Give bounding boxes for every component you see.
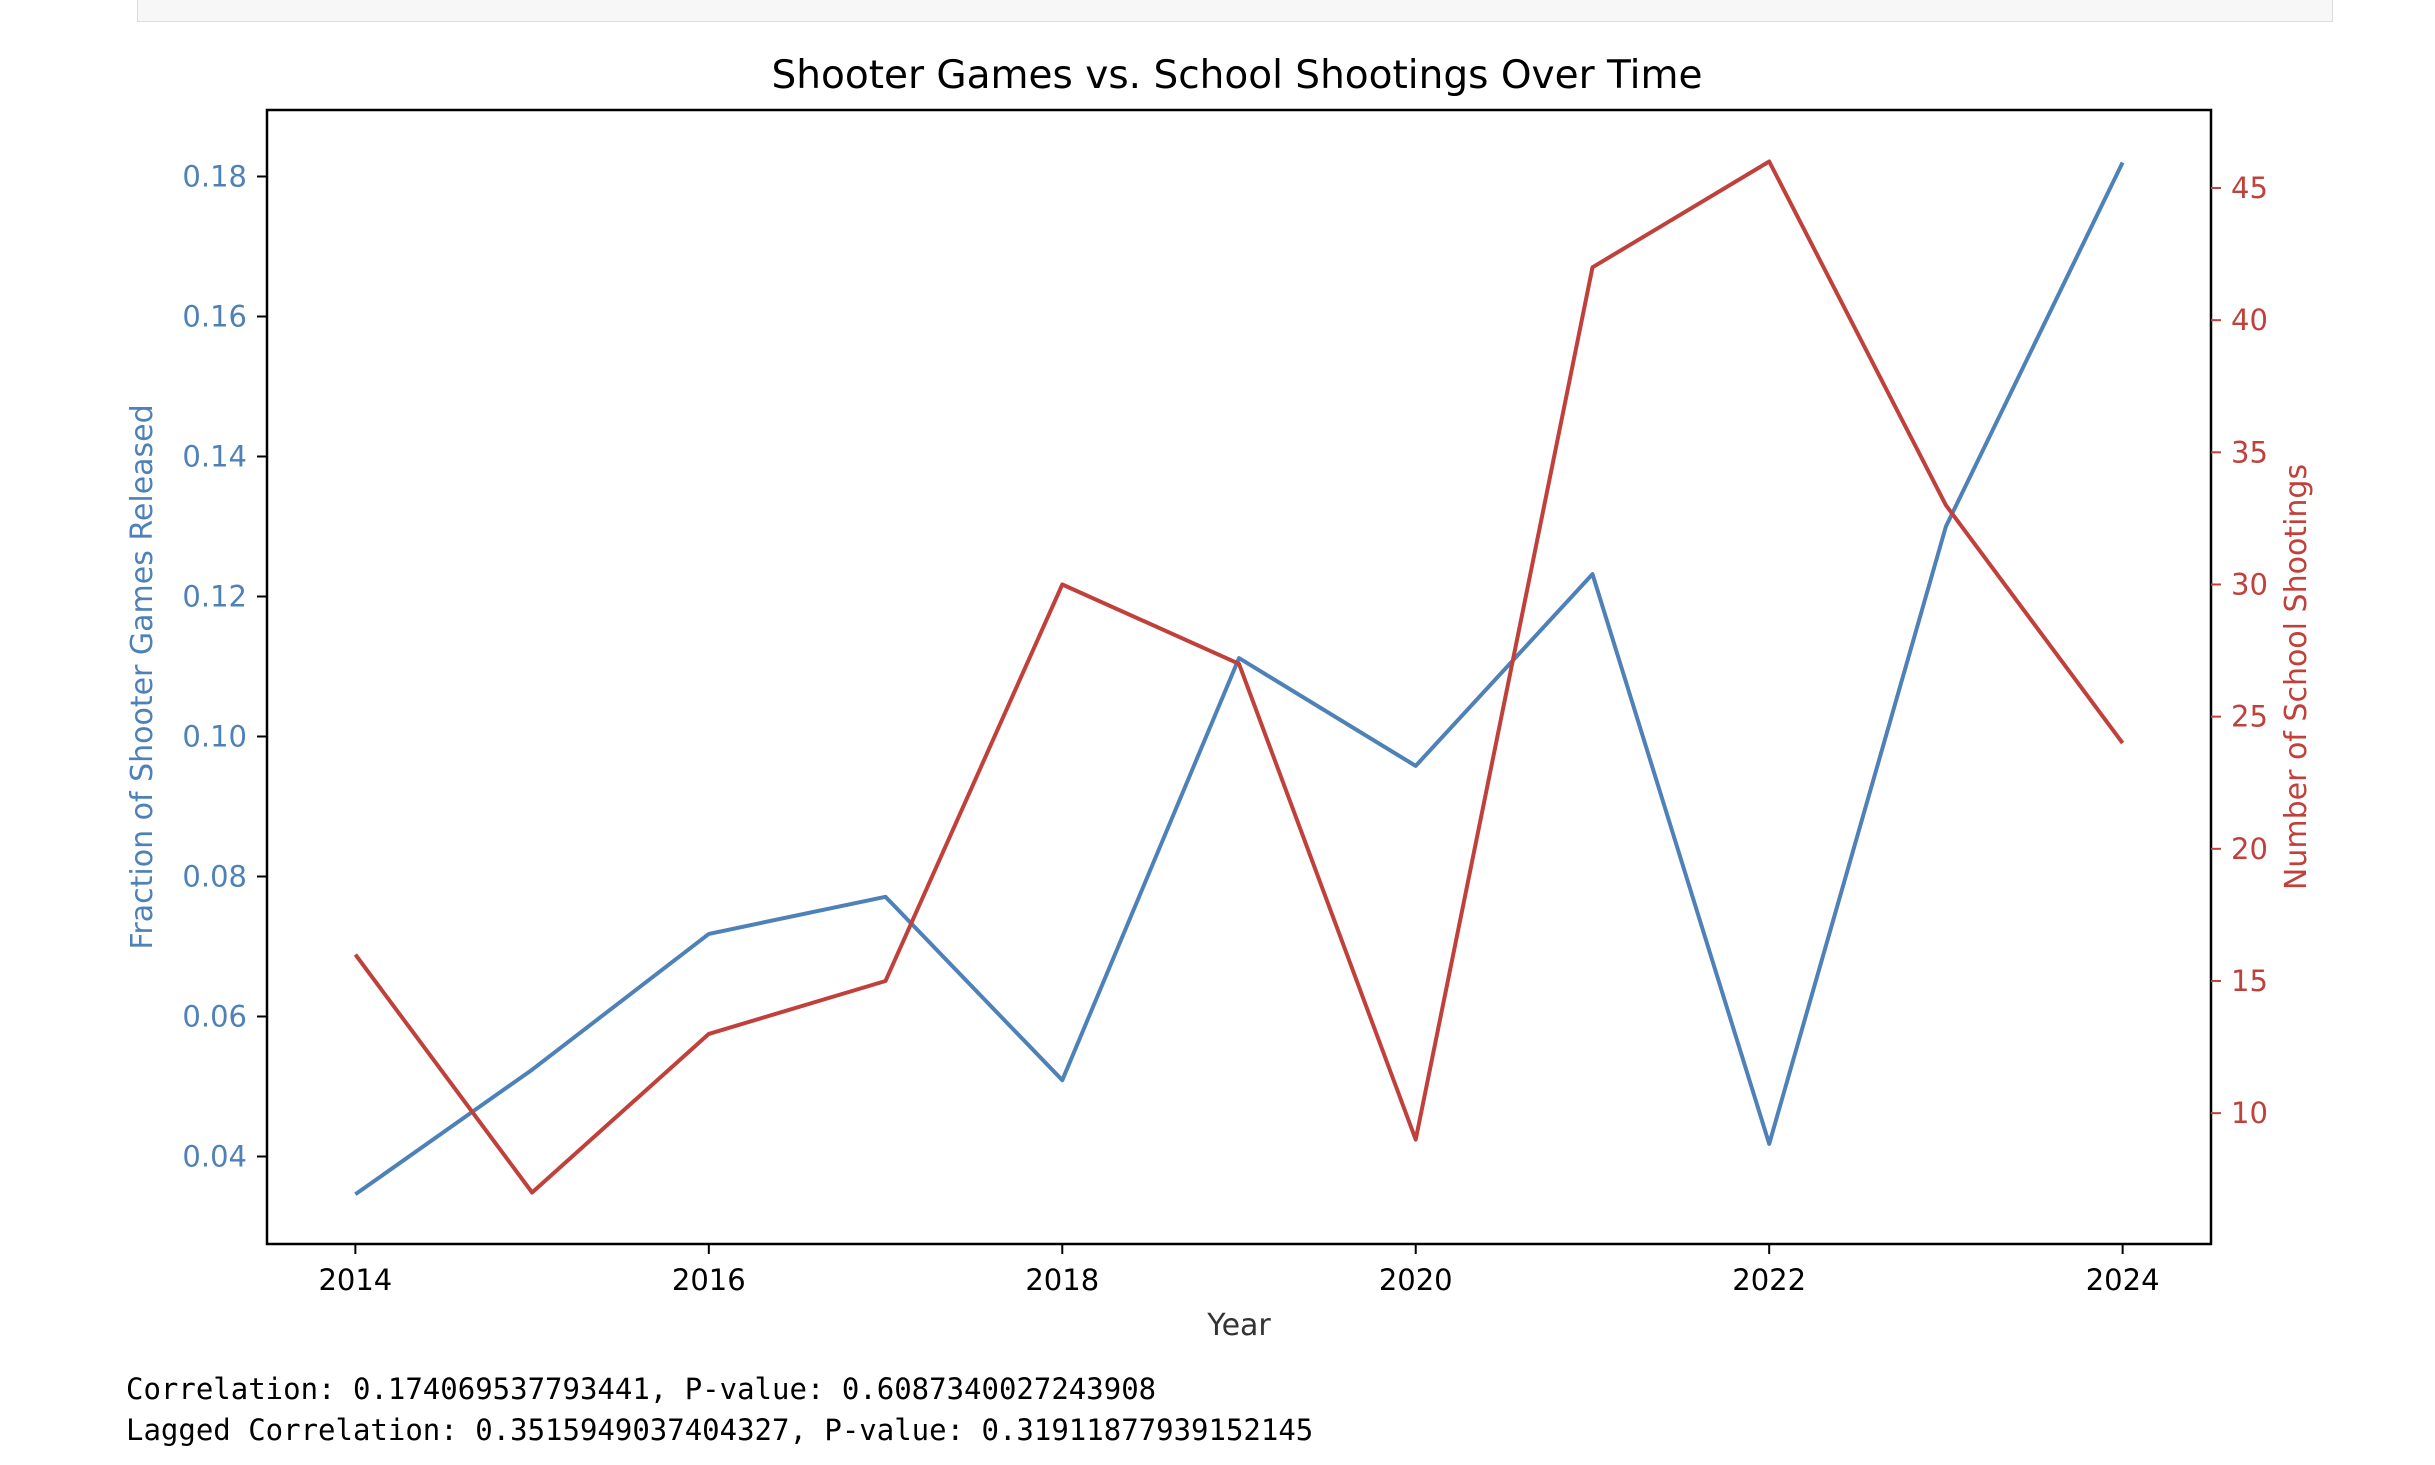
plot-area — [353, 159, 2125, 1196]
series-line-right — [353, 159, 2125, 1195]
y-right-tick-label: 45 — [2231, 171, 2268, 205]
y-right-tick-label: 30 — [2231, 567, 2268, 601]
lagged-correlation-output: Lagged Correlation: 0.3515949037404327, … — [126, 1413, 1314, 1447]
x-axis: 2014 2016 2018 2020 2022 2024 — [318, 1244, 2160, 1297]
y-left-tick-label: 0.18 — [182, 160, 247, 194]
x-tick-label: 2016 — [672, 1263, 746, 1297]
y-axis-left: 0.04 0.06 0.08 0.10 0.12 0.14 0.16 0.18 — [182, 160, 267, 1174]
x-tick-label: 2020 — [1379, 1263, 1453, 1297]
y-right-tick-label: 25 — [2231, 700, 2268, 734]
y-right-tick-label: 35 — [2231, 435, 2268, 469]
previous-cell-output — [137, 0, 2333, 22]
plot-frame — [265, 108, 2213, 1246]
y-left-tick-label: 0.16 — [182, 300, 247, 334]
y-left-tick-label: 0.10 — [182, 720, 247, 754]
y-left-tick-label: 0.14 — [182, 440, 247, 474]
y-axis-left-label: Fraction of Shooter Games Released — [125, 404, 160, 949]
dual-axis-line-chart: Shooter Games vs. School Shootings Over … — [125, 53, 2314, 1343]
x-axis-label: Year — [1206, 1308, 1271, 1343]
y-right-tick-label: 20 — [2231, 832, 2268, 866]
y-axis-right: 10 15 20 25 30 35 40 45 — [2211, 171, 2268, 1130]
correlation-output: Correlation: 0.174069537793441, P-value:… — [126, 1372, 1157, 1406]
x-tick-label: 2022 — [1732, 1263, 1806, 1297]
y-left-tick-label: 0.08 — [182, 860, 247, 894]
series-line-left — [354, 161, 2125, 1196]
x-tick-label: 2024 — [2086, 1263, 2160, 1297]
y-right-tick-label: 15 — [2231, 964, 2268, 998]
x-tick-label: 2018 — [1025, 1263, 1099, 1297]
y-right-tick-label: 40 — [2231, 303, 2268, 337]
y-left-tick-label: 0.06 — [182, 1000, 247, 1034]
y-axis-right-label: Number of School Shootings — [2279, 464, 2314, 890]
y-right-tick-label: 10 — [2231, 1096, 2268, 1130]
y-left-tick-label: 0.12 — [182, 580, 247, 614]
y-left-tick-label: 0.04 — [182, 1140, 247, 1174]
x-tick-label: 2014 — [318, 1263, 392, 1297]
chart-title: Shooter Games vs. School Shootings Over … — [772, 53, 1703, 98]
